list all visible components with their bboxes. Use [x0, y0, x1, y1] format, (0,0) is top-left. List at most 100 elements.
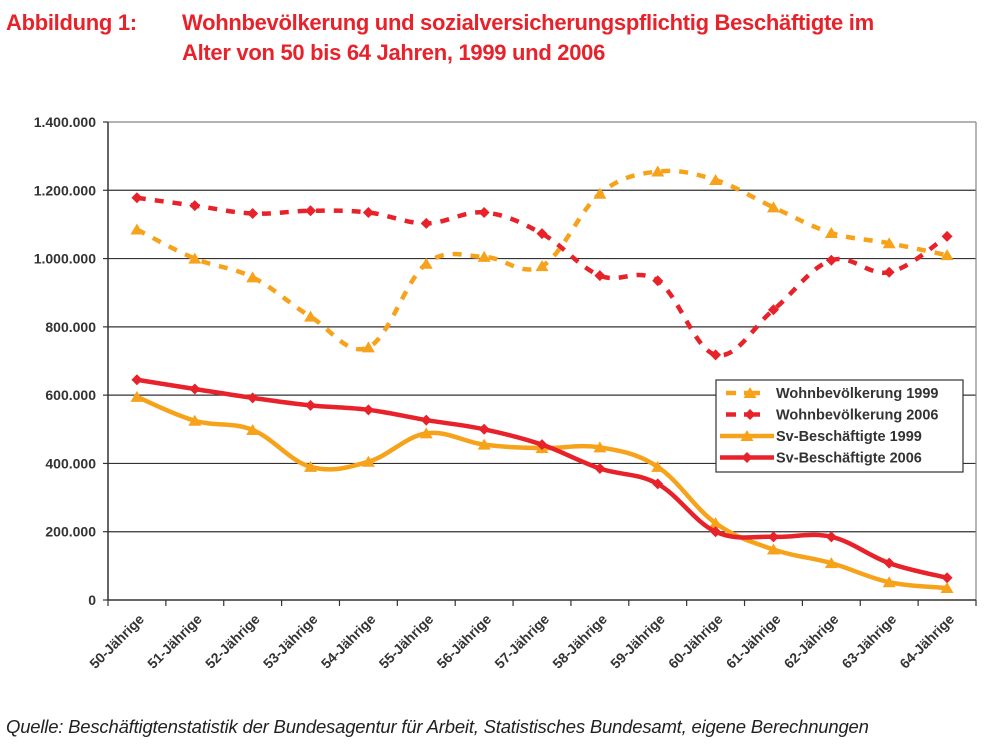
data-point [420, 217, 432, 229]
data-point [131, 374, 143, 386]
x-tick-label: 52-Jährige [202, 611, 263, 672]
x-tick-label: 56-Jährige [433, 611, 494, 672]
data-point [883, 266, 895, 278]
data-point [941, 572, 953, 584]
data-point [477, 438, 491, 450]
data-point [767, 531, 779, 543]
data-point [305, 205, 317, 217]
x-tick-label: 64-Jährige [896, 611, 957, 672]
series-group [130, 165, 954, 594]
data-point [593, 187, 607, 199]
x-tick-label: 55-Jährige [376, 611, 437, 672]
data-point [535, 260, 549, 272]
legend-label: Wohnbevölkerung 2006 [776, 408, 939, 424]
data-point [304, 310, 318, 322]
data-point [362, 206, 374, 218]
y-tick-label: 800.000 [45, 319, 96, 335]
data-point [189, 383, 201, 395]
series-line [135, 168, 948, 352]
gridlines [108, 189, 976, 533]
y-axis-ticks: 0 200.000 400.000 600.000 800.000 1.000.000 1.… [34, 114, 108, 608]
x-tick-label: 50-Jährige [86, 611, 147, 672]
data-point [709, 174, 723, 186]
data-point [652, 478, 664, 490]
data-point [420, 414, 432, 426]
legend-item: Sv-Beschäftigte 1999 [720, 429, 922, 445]
data-point [941, 230, 953, 242]
legend-label: Sv-Beschäftigte 1999 [776, 429, 922, 445]
data-point [536, 228, 548, 240]
y-tick-label: 1.200.000 [34, 182, 96, 198]
data-point [710, 349, 722, 361]
data-point [247, 392, 259, 404]
legend-item: Wohnbevölkerung 1999 [726, 386, 939, 402]
x-tick-label: 51-Jährige [144, 611, 205, 672]
data-point [477, 250, 491, 262]
data-point [189, 200, 201, 212]
data-point [825, 531, 837, 543]
y-tick-label: 200.000 [45, 524, 96, 540]
data-point [709, 517, 723, 529]
legend-item: Wohnbevölkerung 2006 [726, 408, 939, 424]
legend-marker [741, 452, 753, 463]
data-point [361, 455, 375, 467]
data-point [825, 254, 837, 266]
legend: Wohnbevölkerung 1999 Wohnbevölkerung 2006… [715, 379, 964, 473]
data-point [652, 275, 664, 287]
data-point [304, 460, 318, 472]
data-point [766, 543, 780, 555]
legend-item: Sv-Beschäftigte 2006 [720, 451, 922, 467]
data-point [246, 423, 260, 435]
y-tick-label: 400.000 [45, 455, 96, 471]
data-point [766, 201, 780, 213]
series-wohnbev-lkerung-1999 [130, 165, 954, 353]
x-tick-label: 63-Jährige [838, 611, 899, 672]
legend-marker [740, 430, 754, 441]
series-sv-besch-ftigte-2006 [131, 374, 953, 584]
data-point [710, 526, 722, 538]
data-point [188, 252, 202, 264]
data-point [247, 208, 259, 220]
y-tick-label: 1.400.000 [34, 114, 96, 130]
data-point [478, 206, 490, 218]
x-tick-label: 59-Jährige [607, 611, 668, 672]
x-tick-label: 58-Jährige [549, 611, 610, 672]
data-point [361, 341, 375, 353]
x-tick-label: 57-Jährige [491, 611, 552, 672]
data-point [882, 237, 896, 249]
x-axis-ticks: 50-Jährige51-Jährige52-Jährige53-Jährige… [86, 600, 977, 672]
x-tick-label: 53-Jährige [260, 611, 321, 672]
x-tick-label: 60-Jährige [665, 611, 726, 672]
data-point [824, 226, 838, 238]
data-point [362, 404, 374, 416]
x-tick-label: 54-Jährige [318, 611, 379, 672]
data-point [188, 414, 202, 426]
figure-number: Abbildung 1: [6, 10, 137, 35]
data-point [419, 427, 433, 439]
x-tick-label: 62-Jährige [781, 611, 842, 672]
data-point [246, 271, 260, 283]
title-line-1: Wohnbevölkerung und sozialversicherungsp… [182, 10, 874, 35]
legend-label: Wohnbevölkerung 1999 [776, 386, 939, 402]
data-point [478, 423, 490, 435]
title-line-2: Alter von 50 bis 64 Jahren, 1999 und 200… [182, 40, 606, 65]
data-point [883, 557, 895, 569]
data-point [940, 582, 954, 594]
data-point [940, 249, 954, 261]
legend-label: Sv-Beschäftigte 2006 [776, 451, 922, 467]
data-point [536, 439, 548, 451]
data-point [130, 223, 144, 235]
data-point [593, 441, 607, 453]
y-tick-label: 600.000 [45, 387, 96, 403]
data-point [305, 399, 317, 411]
data-point [419, 257, 433, 269]
series-line [136, 195, 949, 358]
data-point [130, 390, 144, 402]
axes [107, 121, 977, 601]
data-point [131, 192, 143, 204]
y-tick-label: 0 [88, 592, 96, 608]
data-point [594, 270, 606, 282]
data-point [651, 165, 665, 177]
data-point [882, 576, 896, 588]
